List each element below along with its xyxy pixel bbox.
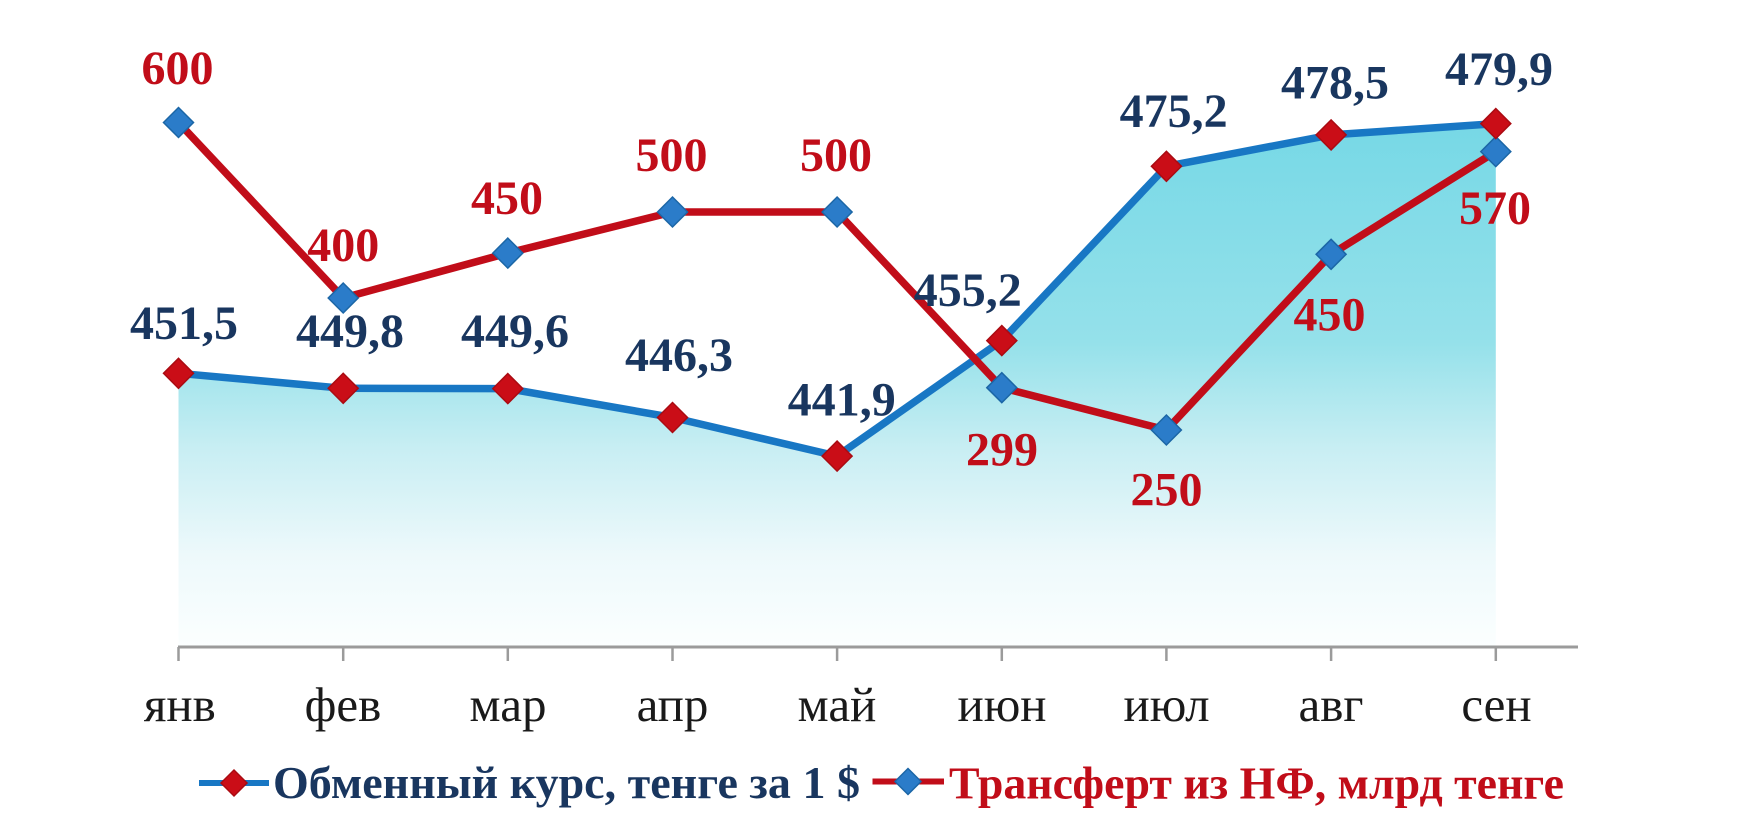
svg-text:479,9: 479,9: [1445, 43, 1553, 96]
svg-text:441,9: 441,9: [788, 374, 896, 427]
svg-text:мар: мар: [470, 677, 547, 732]
svg-text:янв: янв: [144, 677, 216, 732]
svg-text:сен: сен: [1461, 677, 1531, 732]
svg-text:455,2: 455,2: [914, 264, 1022, 317]
svg-text:449,6: 449,6: [461, 305, 569, 358]
svg-text:446,3: 446,3: [625, 329, 733, 382]
svg-text:500: 500: [636, 129, 708, 182]
svg-text:478,5: 478,5: [1281, 57, 1389, 110]
svg-text:475,2: 475,2: [1120, 85, 1228, 138]
svg-text:апр: апр: [637, 677, 709, 732]
svg-text:400: 400: [307, 219, 379, 272]
svg-text:фев: фев: [305, 677, 382, 732]
svg-text:май: май: [798, 677, 877, 732]
svg-text:250: 250: [1131, 464, 1203, 517]
svg-text:570: 570: [1459, 182, 1531, 235]
svg-text:июн: июн: [957, 677, 1046, 732]
svg-text:299: 299: [966, 424, 1038, 477]
svg-text:600: 600: [142, 42, 214, 95]
svg-text:500: 500: [800, 129, 872, 182]
svg-text:Обменный курс, тенге за 1 $: Обменный курс, тенге за 1 $: [273, 757, 860, 808]
svg-text:июл: июл: [1123, 677, 1209, 732]
svg-text:449,8: 449,8: [296, 305, 404, 358]
svg-text:авг: авг: [1299, 677, 1364, 732]
svg-text:451,5: 451,5: [130, 297, 238, 350]
svg-text:450: 450: [1294, 289, 1366, 342]
svg-text:450: 450: [471, 172, 543, 225]
svg-text:Трансферт из НФ, млрд тенге: Трансферт из НФ, млрд тенге: [949, 758, 1564, 809]
